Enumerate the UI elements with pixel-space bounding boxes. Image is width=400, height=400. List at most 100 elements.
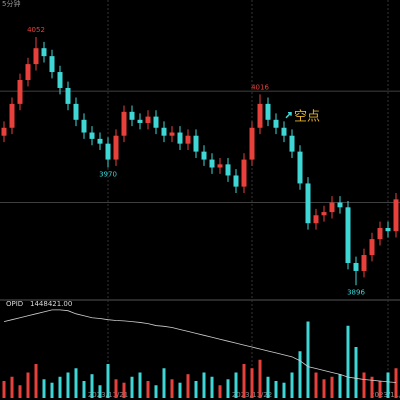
candle-body bbox=[393, 199, 399, 232]
volume-bar bbox=[338, 374, 342, 398]
candle-body bbox=[1, 127, 7, 136]
volume-bar bbox=[58, 376, 62, 398]
volume-bar bbox=[274, 381, 278, 398]
extreme-label: 3896 bbox=[347, 288, 365, 296]
opid-value: 1448421.00 bbox=[30, 300, 72, 308]
candle-body bbox=[353, 262, 359, 271]
extreme-label: 4016 bbox=[251, 83, 269, 91]
candle-body bbox=[33, 48, 39, 65]
opid-line bbox=[3, 309, 397, 383]
volume-bar bbox=[138, 372, 142, 398]
candle-body bbox=[25, 64, 31, 81]
candle-body bbox=[249, 127, 255, 160]
volume-bar bbox=[322, 379, 326, 398]
volume-bar bbox=[218, 385, 222, 398]
volume-bar bbox=[330, 376, 334, 398]
volume-bar bbox=[26, 372, 30, 398]
volume-bar bbox=[2, 381, 6, 398]
candle-body bbox=[41, 48, 47, 57]
candle-body bbox=[65, 87, 71, 104]
candle-body bbox=[193, 135, 199, 152]
candle-body bbox=[377, 227, 383, 240]
volume-bar bbox=[314, 372, 318, 398]
candle-body bbox=[329, 202, 335, 213]
volume-bar bbox=[10, 376, 14, 398]
candle-body bbox=[321, 212, 327, 216]
volume-bar bbox=[162, 368, 166, 398]
candle-body bbox=[105, 143, 111, 160]
volume-bar bbox=[66, 372, 70, 398]
candle-body bbox=[297, 151, 303, 184]
candle-body bbox=[121, 111, 127, 136]
candle-body bbox=[169, 132, 175, 136]
candle-body bbox=[153, 116, 159, 128]
candle-body bbox=[345, 207, 351, 263]
volume-bar bbox=[18, 385, 22, 398]
annotation-text: 空点 bbox=[294, 109, 320, 124]
volume-bar bbox=[346, 325, 350, 398]
volume-bar bbox=[42, 379, 46, 398]
extreme-label: 3970 bbox=[99, 171, 117, 179]
candle-body bbox=[17, 80, 23, 104]
candle-body bbox=[81, 119, 87, 133]
candle-body bbox=[257, 103, 263, 128]
opid-name: OPID bbox=[6, 300, 23, 308]
volume-bar bbox=[98, 385, 102, 398]
volume-bar bbox=[362, 372, 366, 398]
volume-bar bbox=[186, 374, 190, 398]
volume-bar bbox=[202, 372, 206, 398]
candle-body bbox=[337, 202, 343, 208]
volume-bar bbox=[394, 368, 398, 398]
volume-bar bbox=[50, 382, 54, 398]
candle-body bbox=[137, 119, 143, 123]
candle-body bbox=[313, 215, 319, 224]
volume-bar bbox=[386, 372, 390, 398]
volume-bar bbox=[106, 364, 110, 398]
volume-bar bbox=[122, 382, 126, 398]
candle-body bbox=[385, 227, 391, 232]
volume-bar bbox=[378, 381, 382, 398]
candle-body bbox=[73, 103, 79, 120]
volume-bar bbox=[74, 368, 78, 398]
candle-body bbox=[185, 135, 191, 144]
candle-body bbox=[89, 132, 95, 139]
volume-bar bbox=[298, 351, 302, 398]
candle-body bbox=[49, 56, 55, 73]
volume-bar bbox=[282, 382, 286, 398]
candle-body bbox=[161, 127, 167, 136]
candle-body bbox=[273, 119, 279, 128]
volume-bar bbox=[354, 347, 358, 398]
candle-body bbox=[305, 183, 311, 224]
candle-body bbox=[97, 138, 103, 144]
volume-bar bbox=[290, 372, 294, 398]
volume-bar bbox=[130, 376, 134, 398]
volume-bar bbox=[370, 376, 374, 398]
volume-bar bbox=[178, 382, 182, 398]
x-tick-label: 2023/11/2 bbox=[370, 391, 400, 399]
candle-body bbox=[9, 103, 15, 128]
volume-bar bbox=[90, 374, 94, 398]
extreme-label: 4052 bbox=[27, 26, 45, 34]
annotation-arrow bbox=[285, 112, 292, 119]
period-label: 5分钟 bbox=[2, 0, 20, 8]
candle-body bbox=[145, 116, 151, 123]
volume-bar bbox=[114, 379, 118, 398]
volume-bar bbox=[210, 376, 214, 398]
volume-bar bbox=[146, 381, 150, 398]
candle-body bbox=[129, 111, 135, 120]
volume-bar bbox=[306, 321, 310, 398]
candle-body bbox=[209, 159, 215, 168]
candle-body bbox=[289, 135, 295, 152]
volume-bar bbox=[250, 368, 254, 398]
candle-body bbox=[241, 159, 247, 187]
candle-body bbox=[57, 72, 63, 88]
volume-bar bbox=[258, 359, 262, 398]
volume-bar bbox=[170, 379, 174, 398]
volume-bar bbox=[234, 372, 238, 398]
volume-bar bbox=[82, 381, 86, 398]
candle-body bbox=[177, 132, 183, 144]
candle-body bbox=[113, 135, 119, 160]
candle-body bbox=[281, 127, 287, 136]
volume-bar bbox=[194, 381, 198, 398]
